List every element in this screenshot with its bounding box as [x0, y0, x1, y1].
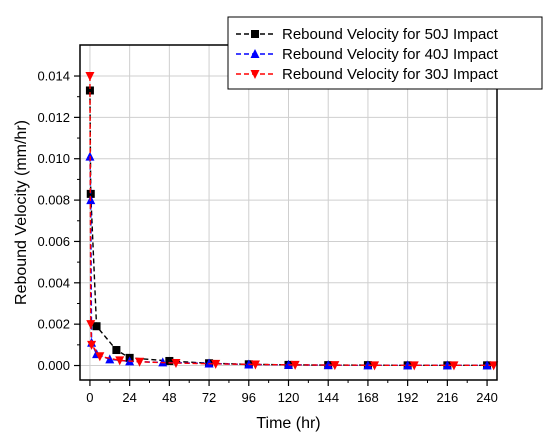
- legend-box: [227, 16, 543, 90]
- x-tick-label: 72: [202, 390, 216, 405]
- data-point: [85, 72, 95, 82]
- x-tick-label: 24: [122, 390, 136, 405]
- data-point: [482, 360, 492, 370]
- y-tick-label: 0.008: [37, 193, 70, 208]
- data-point: [95, 352, 105, 362]
- data-point: [86, 320, 96, 330]
- data-point: [115, 356, 125, 366]
- data-point: [403, 360, 413, 370]
- legend-label: Rebound Velocity for 40J Impact: [282, 46, 499, 63]
- data-point: [330, 361, 340, 371]
- x-tick-label: 120: [278, 390, 300, 405]
- x-tick-label: 48: [162, 390, 176, 405]
- x-tick-label: 144: [317, 390, 339, 405]
- data-point: [250, 360, 260, 370]
- data-point: [489, 361, 499, 371]
- legend-marker: [250, 70, 260, 79]
- legend-label: Rebound Velocity for 50J Impact: [282, 26, 499, 43]
- legend-marker: [250, 49, 260, 58]
- data-point: [204, 358, 214, 368]
- data-point: [85, 86, 94, 95]
- data-point: [86, 189, 95, 198]
- data-point: [409, 361, 419, 371]
- x-tick-label: 96: [242, 390, 256, 405]
- series-line: [89, 76, 494, 367]
- data-point: [211, 359, 221, 369]
- x-tick-label: 0: [86, 390, 93, 405]
- data-point: [323, 360, 333, 370]
- data-point: [105, 354, 115, 364]
- data-point: [370, 361, 380, 371]
- data-point: [171, 359, 181, 369]
- data-point: [449, 361, 459, 371]
- y-axis-title: Rebound Velocity (mm/hr): [13, 120, 30, 305]
- series-group: [85, 72, 499, 371]
- data-point: [363, 360, 373, 370]
- grid: [80, 45, 497, 380]
- x-axis: 0 24 48 72 96 120 144 168 192 216 240: [86, 380, 498, 405]
- data-point: [112, 346, 121, 355]
- y-tick-label: 0.010: [37, 151, 70, 166]
- data-point: [290, 360, 300, 370]
- data-point: [165, 356, 174, 365]
- y-tick-label: 0.012: [37, 110, 70, 125]
- data-point: [442, 360, 452, 370]
- series-3: [85, 72, 499, 371]
- x-axis-title: Time (hr): [256, 415, 320, 432]
- legend-item: Rebound Velocity for 50J Impact: [236, 26, 499, 43]
- x-tick-label: 216: [437, 390, 459, 405]
- data-point: [135, 357, 145, 367]
- x-tick-label: 240: [476, 390, 498, 405]
- y-tick-label: 0.002: [37, 317, 70, 332]
- data-point: [92, 322, 101, 331]
- x-tick-label: 192: [397, 390, 419, 405]
- legend-label: Rebound Velocity for 30J Impact: [282, 66, 499, 83]
- y-tick-label: 0.000: [37, 358, 70, 373]
- y-tick-label: 0.014: [37, 69, 70, 84]
- y-tick-label: 0.004: [37, 275, 70, 290]
- legend-item: Rebound Velocity for 40J Impact: [236, 46, 499, 63]
- legend-marker: [251, 30, 259, 38]
- legend: Rebound Velocity for 50J Impact Rebound V…: [227, 16, 543, 90]
- data-point: [87, 340, 97, 350]
- y-tick-label: 0.006: [37, 234, 70, 249]
- y-axis: 0.000 0.002 0.004 0.006 0.008 0.010 0.012 0.014: [37, 69, 80, 373]
- x-tick-label: 168: [357, 390, 379, 405]
- legend-item: Rebound Velocity for 30J Impact: [236, 66, 499, 83]
